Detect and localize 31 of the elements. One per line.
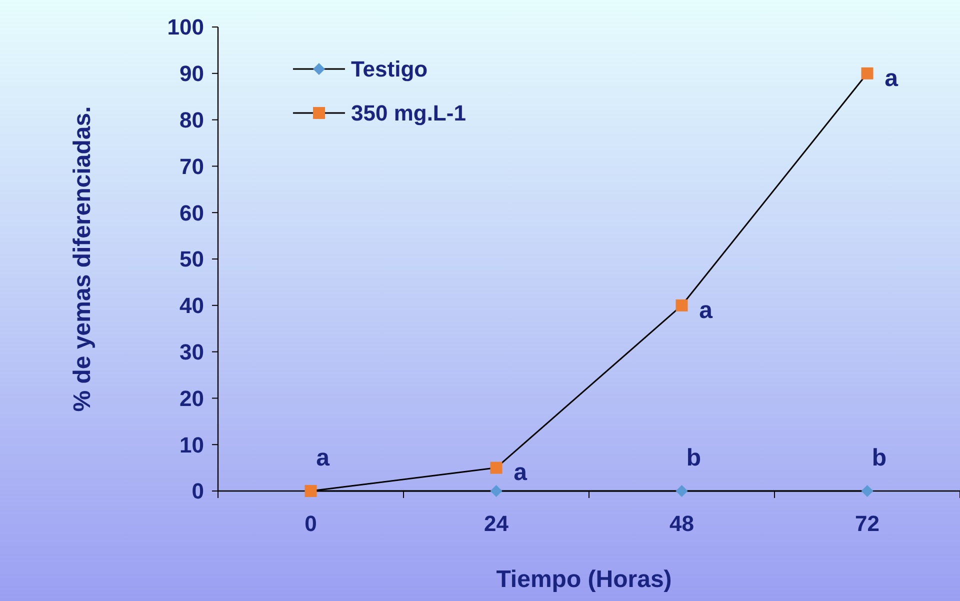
y-tick-label: 70	[180, 154, 204, 179]
y-tick-label: 50	[180, 246, 204, 272]
y-tick-label: 90	[180, 61, 204, 86]
point	[676, 485, 688, 497]
point	[490, 485, 502, 497]
y-tick-label: 30	[180, 340, 204, 364]
annotation: a	[884, 64, 899, 92]
x-tick-label: 48	[670, 511, 694, 536]
point	[490, 462, 502, 474]
x-tick-label: 24	[484, 511, 510, 536]
point	[861, 485, 874, 497]
x-tick-label: 72	[855, 511, 880, 536]
x-axis-title: Tiempo (Horas)	[496, 566, 672, 593]
point	[676, 299, 688, 312]
y-tick-label: 40	[180, 293, 204, 318]
annotation: a	[699, 296, 714, 324]
y-tick-label: 10	[180, 432, 204, 458]
legend-label: 350 mg.L-1	[351, 100, 466, 126]
annotation: a	[316, 444, 330, 472]
x-tick-label: 0	[304, 511, 317, 536]
legend-label: Testigo	[351, 56, 428, 82]
annotation: b	[686, 444, 702, 472]
annotation: b	[872, 444, 887, 472]
y-tick-label: 80	[180, 108, 204, 132]
y-tick-label: 60	[180, 200, 204, 226]
y-tick-label: 0	[192, 478, 204, 504]
annotation: a	[514, 459, 528, 486]
point	[861, 67, 874, 80]
y-axis-title: % de yemas diferenciadas.	[69, 106, 96, 412]
y-tick-label: 20	[180, 386, 204, 411]
y-tick-label: 100	[167, 14, 204, 40]
